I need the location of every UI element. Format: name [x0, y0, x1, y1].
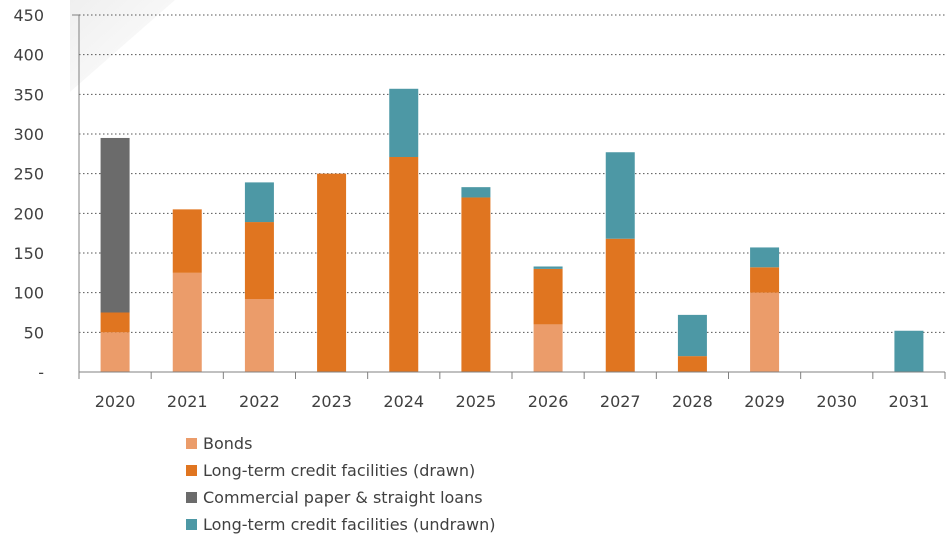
bar-segment — [317, 173, 347, 372]
bar-segment — [605, 152, 635, 239]
x-tick-label: 2021 — [167, 392, 208, 411]
bar-segment — [100, 312, 130, 333]
bar-segment — [750, 267, 780, 293]
bar-segment — [677, 356, 707, 372]
legend-item: Bonds — [186, 430, 496, 457]
bar-segment — [894, 330, 924, 372]
x-tick-label: 2029 — [744, 392, 785, 411]
y-tick-label: 350 — [13, 85, 44, 104]
bar-segment — [533, 266, 563, 269]
x-axis-tick-labels: 2020 2021 2022 2023 2024 2025 2026 2027 2028 2029… — [95, 392, 930, 411]
legend-swatch — [186, 519, 197, 530]
legend-swatch — [186, 438, 197, 449]
bar-segment — [172, 272, 202, 372]
y-tick-label: 400 — [13, 46, 44, 65]
gridlines — [79, 14, 945, 333]
y-tick-label: - — [38, 363, 44, 382]
bar-segment — [389, 88, 419, 158]
bar-segment — [533, 268, 563, 325]
legend-item: Commercial paper & straight loans — [186, 484, 496, 511]
bar-segment — [750, 292, 780, 372]
bar-segment — [461, 187, 491, 198]
y-tick-label: 250 — [13, 165, 44, 184]
legend-label: Long-term credit facilities (undrawn) — [203, 515, 496, 534]
legend-item: Long-term credit facilities (drawn) — [186, 457, 496, 484]
y-tick-label: 50 — [24, 323, 44, 342]
legend-label: Bonds — [203, 434, 253, 453]
bar-segment — [172, 209, 202, 273]
x-tick-label: 2026 — [528, 392, 569, 411]
x-tick-label: 2031 — [889, 392, 930, 411]
legend-label: Long-term credit facilities (drawn) — [203, 461, 476, 480]
y-tick-label: 100 — [13, 284, 44, 303]
bars — [100, 88, 924, 372]
bar-segment — [244, 299, 274, 372]
bar-segment — [533, 324, 563, 372]
axes — [72, 14, 946, 379]
y-tick-label: 450 — [13, 6, 44, 25]
bar-segment — [677, 314, 707, 357]
x-tick-label: 2027 — [600, 392, 641, 411]
y-axis-tick-labels: - 50 100 150 200 250 300 350 400 450 — [13, 6, 44, 382]
bar-segment — [244, 182, 274, 223]
bar-segment — [100, 332, 130, 372]
legend-swatch — [186, 492, 197, 503]
bar-segment — [244, 222, 274, 300]
x-tick-label: 2024 — [383, 392, 424, 411]
legend-item: Long-term credit facilities (undrawn) — [186, 511, 496, 538]
bar-segment — [100, 137, 130, 313]
bar-segment — [605, 238, 635, 372]
y-tick-label: 300 — [13, 125, 44, 144]
bar-segment — [389, 157, 419, 372]
legend-swatch — [186, 465, 197, 476]
legend: Bonds Long-term credit facilities (drawn)… — [186, 430, 496, 538]
bar-segment — [461, 197, 491, 372]
x-tick-label: 2022 — [239, 392, 280, 411]
x-tick-label: 2020 — [95, 392, 136, 411]
x-tick-label: 2030 — [816, 392, 857, 411]
x-tick-label: 2028 — [672, 392, 713, 411]
bar-segment — [750, 247, 780, 268]
legend-label: Commercial paper & straight loans — [203, 488, 483, 507]
y-tick-label: 200 — [13, 204, 44, 223]
y-tick-label: 150 — [13, 244, 44, 263]
x-tick-label: 2025 — [456, 392, 497, 411]
x-tick-label: 2023 — [311, 392, 352, 411]
decorative-corner-shade — [70, 0, 175, 92]
